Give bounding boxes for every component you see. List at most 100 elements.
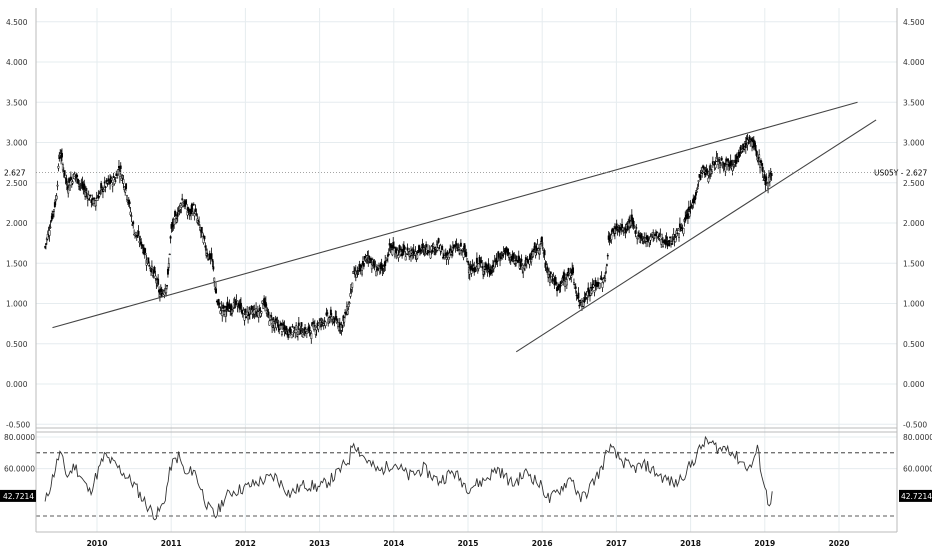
y-tick-label-right: 0.000 — [903, 380, 925, 389]
price-candle-body — [219, 310, 222, 314]
price-candle-body — [437, 238, 440, 243]
price-candle-body — [538, 249, 541, 255]
price-candle-body — [629, 220, 632, 227]
price-candle-body — [160, 292, 163, 297]
price-candle-body — [444, 252, 447, 256]
price-candle-body — [141, 244, 144, 247]
rsi-value-right: 42.7214 — [901, 492, 932, 501]
price-candle-body — [204, 245, 207, 248]
price-candle-body — [270, 315, 273, 318]
price-candle-body — [335, 316, 338, 320]
price-candle-body — [394, 253, 396, 257]
price-candle-body — [126, 195, 128, 201]
price-candle-body — [295, 325, 298, 330]
y-tick-label-right: 3.500 — [903, 98, 925, 107]
price-candle-body — [593, 290, 596, 293]
price-candle-body — [501, 254, 504, 257]
price-candle-body — [61, 152, 63, 158]
y-tick-label-left: 4.000 — [6, 58, 28, 67]
price-candle-body — [461, 248, 464, 251]
price-candle-body — [727, 158, 729, 161]
price-candle-body — [564, 274, 567, 279]
rsi-value-badge-left — [0, 489, 36, 502]
price-candle-body — [300, 322, 303, 327]
price-candle-body — [454, 245, 457, 247]
price-candle-body — [586, 298, 589, 300]
price-candle-body — [361, 270, 363, 275]
price-candle-body — [439, 245, 442, 252]
price-candle-body — [404, 256, 407, 261]
price-candle-body — [436, 247, 439, 251]
price-candle-body — [225, 305, 228, 311]
price-candle-body — [213, 277, 216, 282]
price-candle-body — [619, 227, 622, 230]
price-candle-body — [130, 215, 133, 217]
price-candle-body — [463, 243, 466, 250]
y-tick-label-left: 0.000 — [6, 380, 28, 389]
price-candle-body — [144, 253, 147, 255]
price-candle-body — [343, 317, 346, 323]
price-candle-body — [177, 210, 180, 212]
price-candle-body — [53, 209, 55, 212]
price-candle-body — [579, 299, 582, 302]
price-candle-body — [554, 276, 557, 283]
price-candle-body — [55, 195, 58, 200]
price-candle-body — [744, 143, 747, 149]
y-tick-label-right: 2.000 — [903, 219, 925, 228]
price-candle-body — [735, 160, 737, 164]
price-candle-body — [397, 255, 400, 258]
price-candle-body — [475, 269, 477, 271]
price-candle-body — [359, 267, 362, 272]
price-candle-body — [492, 266, 495, 270]
price-candle-body — [188, 213, 191, 216]
price-candle-body — [618, 230, 621, 233]
price-candle-body — [212, 266, 215, 270]
price-candle-body — [596, 283, 599, 287]
price-candle-body — [67, 188, 70, 194]
y-tick-label-left: 0.500 — [6, 340, 28, 349]
price-candle-body — [229, 310, 232, 312]
price-candle-body — [661, 237, 664, 240]
price-candle-body — [351, 282, 354, 288]
price-candle-body — [432, 243, 435, 247]
price-candle-body — [357, 269, 360, 271]
price-candle-body — [283, 324, 286, 331]
price-candle-body — [132, 221, 135, 225]
price-candle-body — [733, 164, 736, 167]
price-candle-body — [157, 278, 160, 285]
price-candle-body — [314, 329, 317, 335]
price-candle-body — [517, 255, 520, 262]
price-candle-body — [640, 233, 643, 237]
price-candle-body — [119, 165, 122, 169]
price-candle-body — [502, 251, 505, 254]
price-candle-body — [298, 333, 301, 335]
price-candle-body — [64, 177, 67, 179]
price-candle-body — [490, 269, 493, 275]
price-candle-body — [523, 265, 526, 269]
price-candle-body — [481, 266, 484, 268]
price-candle-body — [128, 201, 131, 205]
price-candle-body — [255, 308, 258, 312]
price-candle-body — [688, 211, 691, 217]
price-candle-body — [410, 250, 412, 256]
price-candle-body — [376, 268, 379, 271]
price-candle-body — [578, 304, 581, 307]
price-candle-body — [551, 279, 554, 281]
price-candle-body — [232, 302, 235, 308]
price-candle-body — [403, 246, 406, 250]
price-candle-body — [110, 178, 113, 181]
price-candle-body — [326, 312, 329, 315]
price-candle-body — [246, 311, 249, 316]
price-candle-body — [197, 220, 200, 222]
price-candle-body — [122, 179, 125, 184]
price-candle-body — [215, 288, 217, 294]
price-candle-body — [228, 303, 231, 309]
price-candle-body — [121, 175, 124, 178]
x-tick-label: 2019 — [754, 539, 775, 548]
price-candle-body — [76, 174, 79, 178]
price-candle-body — [762, 179, 765, 181]
x-tick-label: 2012 — [235, 539, 256, 548]
rsi-tick-label-left: 80.0000 — [4, 433, 35, 442]
price-candle-body — [69, 184, 71, 191]
price-candle-body — [664, 239, 667, 245]
